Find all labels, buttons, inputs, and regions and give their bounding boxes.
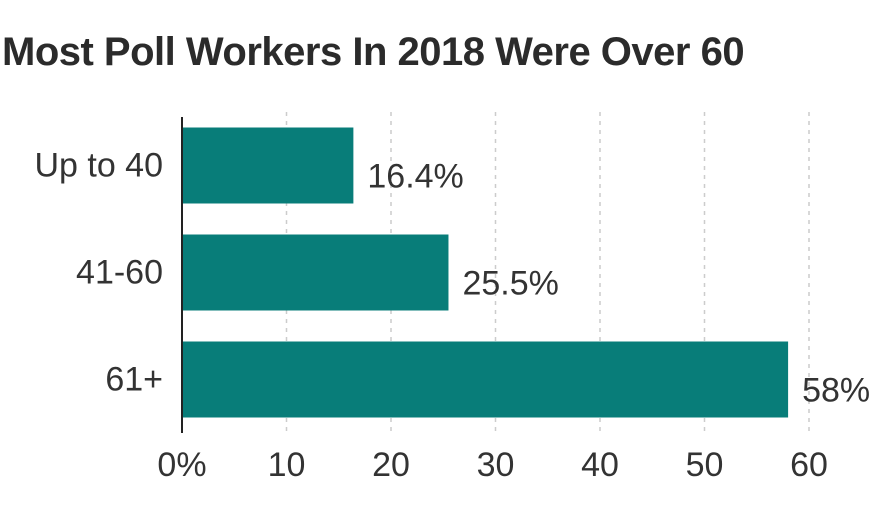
bars-group [182,127,789,418]
x-tick-label-60: 60 [790,446,828,484]
category-labels: Up to 40 41-60 61+ [34,147,163,399]
category-label-61: 61+ [105,361,163,399]
x-tick-label-40: 40 [581,446,619,484]
x-tick-labels: 0% 10 20 30 40 50 60 [157,446,827,484]
value-label-up-to-40: 16.4% [367,158,463,196]
bar-61 [182,341,789,418]
chart-title: Most Poll Workers In 2018 Were Over 60 [2,30,745,74]
value-label-41-60: 25.5% [462,265,558,303]
x-tick-label-50: 50 [686,446,724,484]
bar-up-to-40 [182,127,354,204]
value-label-61: 58% [802,372,870,410]
category-label-up-to-40: Up to 40 [34,147,163,185]
category-label-41-60: 41-60 [76,254,163,292]
x-tick-label-20: 20 [372,446,410,484]
bar-41-60 [182,234,449,311]
x-tick-label-10: 10 [268,446,306,484]
x-tick-label-30: 30 [477,446,515,484]
x-tick-label-0: 0% [157,446,206,484]
value-labels: 16.4% 25.5% 58% [367,158,870,410]
